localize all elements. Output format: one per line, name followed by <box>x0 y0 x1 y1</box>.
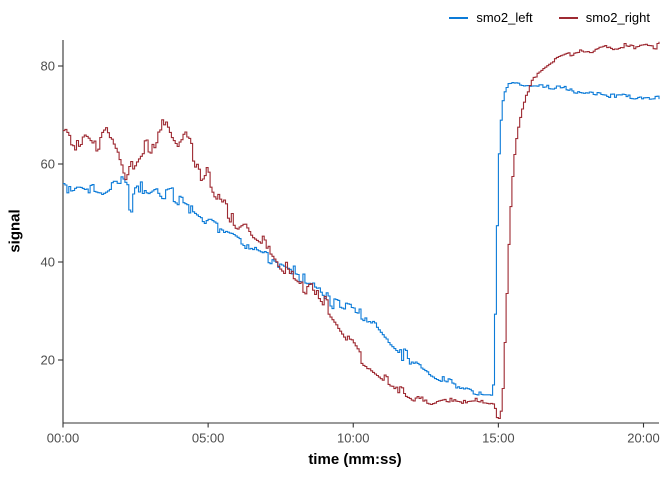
legend-label-smo2-left: smo2_left <box>476 10 533 25</box>
y-axis-title: signal <box>6 209 24 253</box>
legend-item-smo2-right: smo2_right <box>558 10 650 25</box>
series-line-smo2_right <box>63 41 660 419</box>
legend-item-smo2-left: smo2_left <box>449 10 533 25</box>
x-tick-label: 20:00 <box>627 431 660 446</box>
legend-line-swatch-blue <box>449 16 469 19</box>
x-tick-label: 15:00 <box>482 431 515 446</box>
series-lines <box>63 41 660 419</box>
x-tick-label: 00:00 <box>47 431 80 446</box>
y-tick-label: 80 <box>41 59 55 74</box>
y-tick-label: 60 <box>41 157 55 172</box>
x-axis-title: time (mm:ss) <box>308 451 402 468</box>
y-tick-label: 40 <box>41 255 55 270</box>
x-tick-label: 10:00 <box>337 431 370 446</box>
y-tick-label: 20 <box>41 353 55 368</box>
x-tick-label: 05:00 <box>192 431 225 446</box>
legend-label-smo2-right: smo2_right <box>585 10 650 25</box>
series-line-smo2_left <box>63 81 660 396</box>
legend-line-swatch-red <box>558 16 578 19</box>
legend: smo2_left smo2_right <box>449 10 650 25</box>
y-axis: 20 40 60 80 <box>41 40 64 423</box>
x-axis: 00:00 05:00 10:00 15:00 20:00 <box>47 422 660 446</box>
